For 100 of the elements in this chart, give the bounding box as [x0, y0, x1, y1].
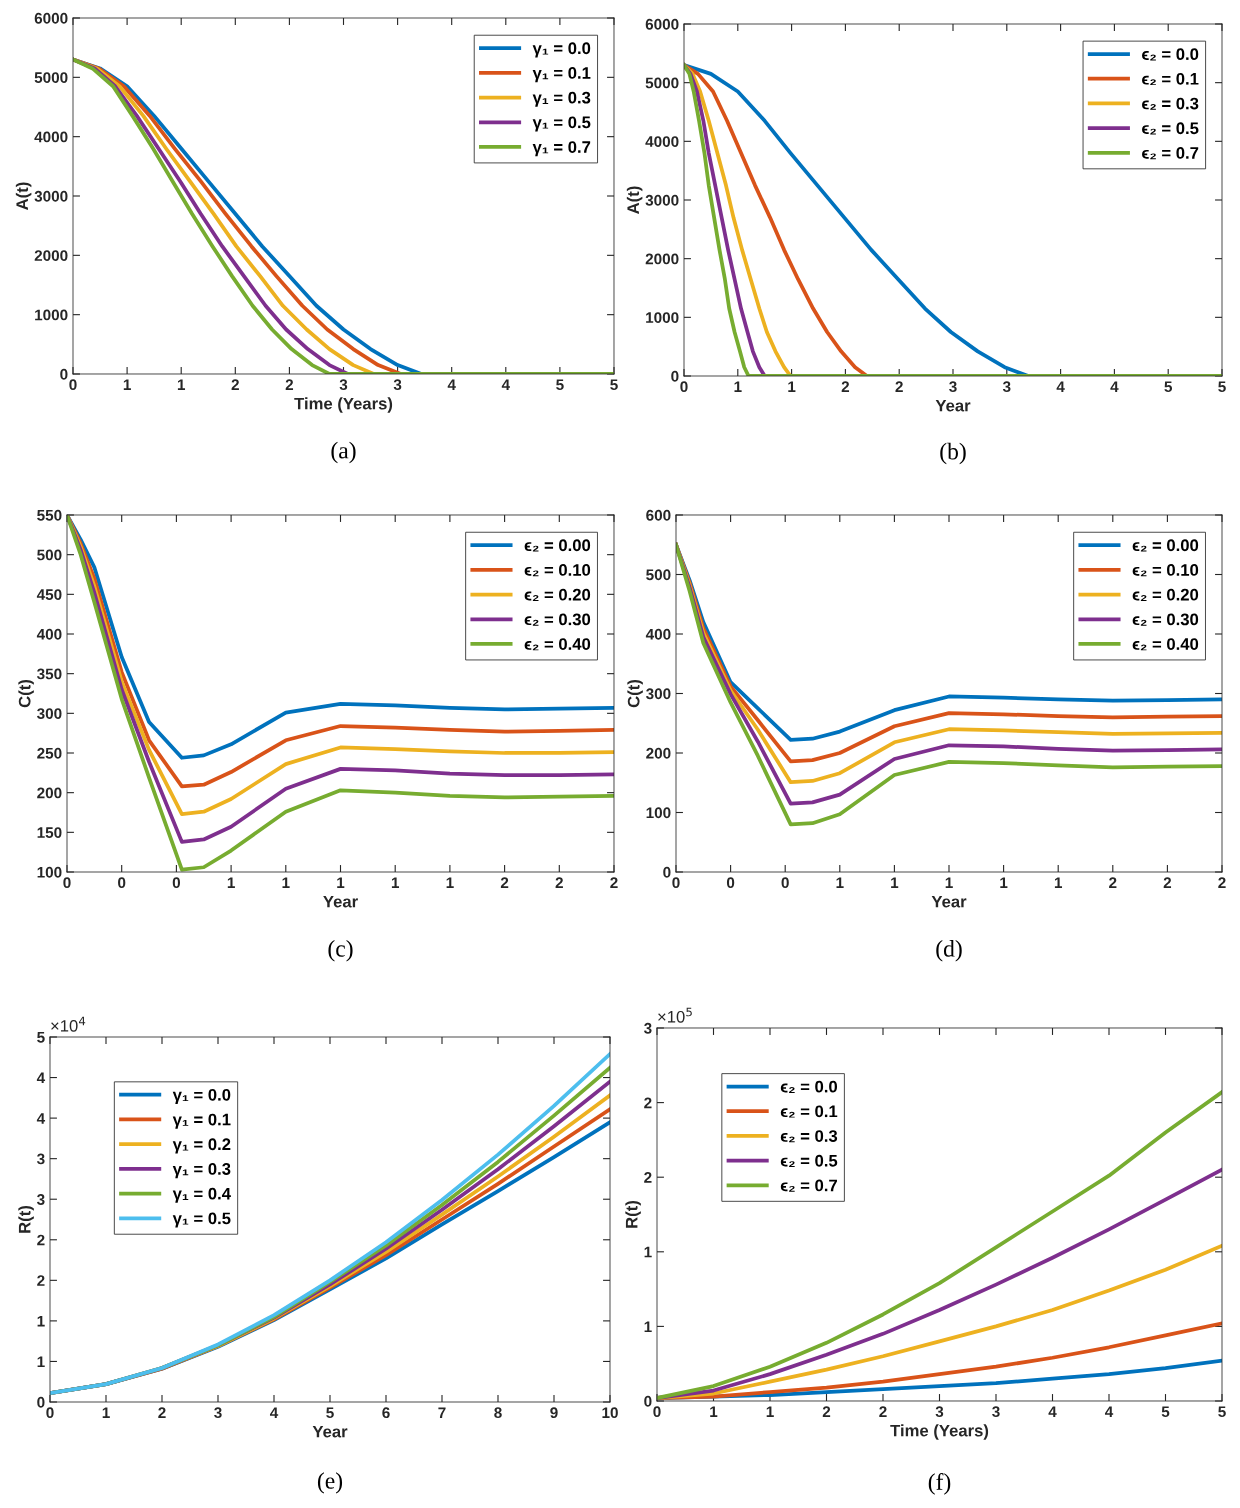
x-tick-label: 1 [446, 877, 454, 888]
x-axis-title: Year [931, 895, 967, 908]
y-tick-label: 6000 [34, 12, 68, 24]
x-tick-label: 1 [123, 379, 131, 390]
x-tick-label: 3 [935, 1406, 944, 1418]
y-tick-label: 100 [646, 807, 671, 819]
y-tick-label: 2 [644, 1172, 652, 1183]
legend-label: γ₁ = 0.4 [172, 1187, 231, 1203]
y-tick-label: 2 [37, 1275, 45, 1286]
legend-label: ϵ₂ = 0.40 [1132, 638, 1199, 651]
y-tick-label: 0 [60, 368, 68, 380]
y-tick-label: 400 [645, 628, 671, 640]
x-tick-label: 2 [879, 1406, 887, 1417]
y-axis-title: A(t) [626, 186, 643, 214]
x-tick-label: 4 [269, 1407, 279, 1418]
x-axis-title: Year [935, 399, 971, 412]
x-tick-label: 2 [841, 381, 850, 392]
y-tick-label: 500 [37, 549, 62, 561]
legend-label: ϵ₂ = 0.20 [1132, 588, 1199, 601]
legend-label: ϵ₂ = 0.0 [780, 1080, 838, 1093]
y-tick-label: 4000 [34, 131, 68, 143]
x-tick-label: 0 [680, 381, 688, 393]
legend-label: γ₁ = 0.1 [532, 67, 591, 83]
y-tick-label: 600 [646, 509, 671, 521]
x-tick-label: 1 [102, 1407, 110, 1418]
x-tick-label: 1 [337, 877, 345, 888]
x-tick-label: 5 [1164, 381, 1173, 393]
x-tick-label: 5 [326, 1407, 334, 1419]
text: (e) [317, 1472, 343, 1494]
legend-label: γ₁ = 0.3 [532, 91, 591, 107]
legend-label: γ₁ = 0.3 [172, 1163, 231, 1179]
x-tick-label: 1 [1000, 877, 1008, 888]
x-tick-label: 2 [1109, 877, 1117, 888]
y-tick-label: 3 [36, 1153, 45, 1165]
y-axis-title: C(t) [18, 679, 34, 708]
x-axis-title: Time (Years) [294, 397, 393, 413]
text: (d) [936, 940, 962, 962]
x-tick-label: 4 [447, 379, 456, 390]
legend-label: ϵ₂ = 0.30 [1132, 613, 1199, 626]
x-tick-label: 0 [69, 379, 77, 391]
y-tick-label: 6000 [645, 18, 679, 30]
x-tick-label: 5 [1161, 1406, 1170, 1418]
x-tick-label: 1 [177, 379, 186, 390]
legend-label: γ₁ = 0.1 [172, 1113, 231, 1129]
y-tick-label: 250 [37, 747, 62, 759]
y-tick-label: 5 [37, 1032, 45, 1043]
y-tick-label: 400 [36, 628, 62, 640]
legend-label: ϵ₂ = 0.10 [524, 564, 591, 577]
y-axis-title: A(t) [15, 182, 32, 210]
legend-label: ϵ₂ = 0.5 [780, 1154, 838, 1168]
y-tick-label: 1 [37, 1356, 45, 1367]
y-tick-label: 500 [646, 569, 671, 581]
x-axis-title: Time (Years) [890, 1424, 989, 1440]
x-tick-label: 2 [610, 877, 618, 888]
x-tick-label: 2 [500, 877, 509, 888]
legend-label: ϵ₂ = 0.5 [1142, 122, 1199, 135]
x-axis-title: Year [312, 1425, 348, 1438]
text: ×10$^{4}$ [51, 1016, 86, 1032]
x-tick-label: 4 [1110, 381, 1119, 392]
legend-label: ϵ₂ = 0.7 [780, 1179, 837, 1192]
x-tick-label: 1 [227, 877, 235, 888]
x-tick-label: 3 [949, 381, 957, 393]
legend-label: ϵ₂ = 0.0 [1142, 48, 1199, 61]
x-tick-label: 1 [710, 1406, 718, 1417]
x-tick-label: 1 [891, 877, 899, 888]
x-tick-label: 3 [1002, 381, 1011, 393]
x-tick-label: 3 [393, 379, 402, 391]
x-tick-label: 0 [118, 877, 126, 889]
x-tick-label: 3 [992, 1406, 1000, 1418]
y-axis-title: C(t) [627, 679, 643, 708]
y-tick-label: 4 [36, 1072, 46, 1084]
y-tick-label: 2000 [34, 250, 68, 262]
y-tick-label: 0 [37, 1396, 45, 1408]
y-tick-label: 0 [663, 866, 671, 878]
y-tick-label: 2 [37, 1234, 45, 1246]
legend-label: γ₁ = 0.7 [532, 141, 591, 157]
y-tick-label: 2000 [645, 253, 679, 265]
x-tick-label: 2 [1218, 877, 1226, 888]
legend-label: ϵ₂ = 0.1 [780, 1105, 838, 1118]
text: (a) [331, 441, 356, 464]
x-axis-title: Year [323, 895, 358, 908]
x-tick-label: 3 [339, 379, 348, 391]
x-tick-label: 0 [172, 877, 181, 889]
x-tick-label: 1 [788, 381, 796, 392]
y-tick-label: 200 [646, 747, 671, 759]
y-axis-title: R(t) [18, 1205, 34, 1233]
y-tick-label: 150 [37, 827, 62, 839]
y-tick-label: 3 [36, 1194, 45, 1205]
legend-label: ϵ₂ = 0.00 [1132, 539, 1199, 552]
y-tick-label: 3000 [34, 190, 68, 202]
legend-label: γ₁ = 0.0 [532, 42, 591, 58]
legend-label: γ₁ = 0.0 [172, 1088, 231, 1105]
x-tick-label: 2 [1163, 877, 1172, 888]
x-tick-label: 1 [766, 1406, 774, 1417]
text: (c) [328, 940, 353, 962]
text: ×10$^{5}$ [658, 1007, 692, 1023]
x-tick-label: 2 [895, 381, 903, 392]
x-tick-label: 2 [555, 877, 563, 888]
x-tick-label: 4 [1056, 381, 1065, 392]
y-tick-label: 200 [37, 787, 62, 799]
